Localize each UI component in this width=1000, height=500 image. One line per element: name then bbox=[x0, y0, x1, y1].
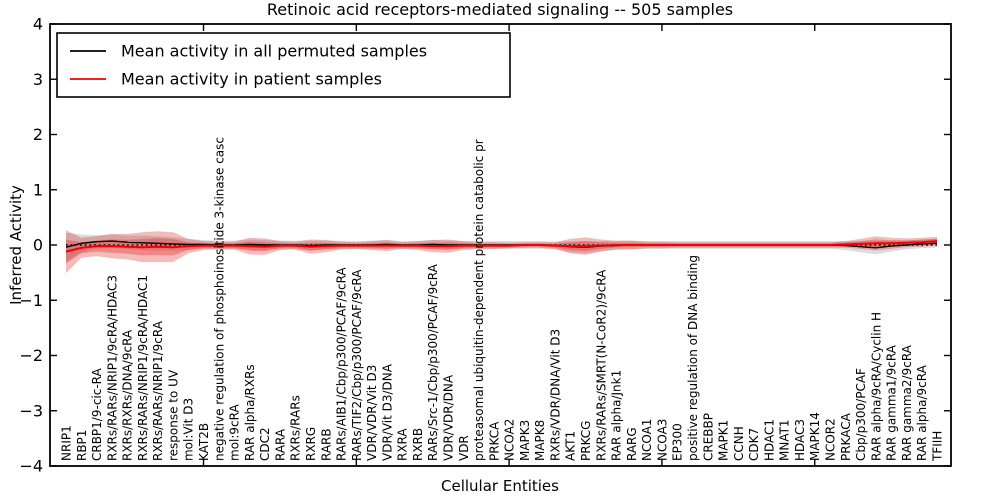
x-entity-label: positive regulation of DNA binding bbox=[686, 255, 700, 461]
permuted-std-band bbox=[66, 232, 937, 262]
x-entity-label: TFIIH bbox=[930, 431, 944, 462]
x-entity-label: RXRs/RARs bbox=[289, 395, 303, 461]
x-entity-label: RARG bbox=[625, 427, 639, 461]
patient-band-outer bbox=[66, 230, 937, 274]
x-entity-label: RARA bbox=[273, 428, 287, 461]
x-entity-label: negative regulation of phosphoinositide … bbox=[212, 137, 226, 461]
x-entity-label: RARB bbox=[319, 428, 333, 461]
x-entity-label: proteasomal ubiquitin-dependent protein … bbox=[472, 139, 486, 461]
y-tick-label: −2 bbox=[19, 346, 43, 365]
x-entity-label: RARs/TIF2/Cbp/p300/PCAF/9cRA bbox=[350, 269, 364, 461]
x-entity-label: PRKACA bbox=[839, 412, 853, 461]
x-entity-label: VDR/VDR/Vit D3 bbox=[365, 365, 379, 461]
x-entity-label: HDAC1 bbox=[762, 419, 776, 461]
x-entity-label: RXRs/RARs/NRIP1/9cRA/HDAC1 bbox=[136, 275, 150, 461]
x-entity-label: NCOR2 bbox=[824, 418, 838, 461]
x-entity-label: RXRs/RARs/NRIP1/9cRA bbox=[151, 320, 165, 461]
x-entity-label: NCOA1 bbox=[640, 419, 654, 461]
legend-box bbox=[56, 32, 511, 98]
x-entity-label: RXRG bbox=[304, 427, 318, 461]
y-tick-label: −4 bbox=[19, 457, 43, 476]
x-entity-label: CDC2 bbox=[258, 427, 272, 461]
chart-title: Retinoic acid receptors-mediated signali… bbox=[266, 0, 734, 19]
x-entity-label: RBP1 bbox=[75, 430, 89, 461]
x-entity-label: mol:Vit D3 bbox=[182, 398, 196, 461]
y-tick-label: 4 bbox=[33, 15, 43, 34]
x-entity-label: RXRs/RXRs/DNA/9cRA bbox=[121, 329, 135, 461]
y-tick-label: −1 bbox=[19, 291, 43, 310]
x-entity-label: CCNH bbox=[732, 426, 746, 461]
x-entity-label: RARs/AIB1/Cbp/p300/PCAF/9cRA bbox=[335, 267, 349, 461]
y-tick-label: 1 bbox=[33, 180, 43, 199]
x-entity-label: NRIP1 bbox=[60, 425, 74, 461]
y-tick-label: 0 bbox=[33, 236, 43, 255]
x-entity-label: VDR/Vit D3/DNA bbox=[380, 363, 394, 461]
x-entity-label: RAR alpha/Jnk1 bbox=[610, 370, 624, 461]
x-entity-label: PRKCA bbox=[487, 421, 501, 461]
x-entity-label: VDR/VDR/DNA bbox=[442, 374, 456, 461]
y-tick-label: 3 bbox=[33, 70, 43, 89]
x-entity-label: MAPK14 bbox=[808, 412, 822, 461]
x-entity-label: RAR alpha/9cRA/Cyclin H bbox=[869, 312, 883, 461]
x-entity-label: RARs/Src-1/Cbp/p300/PCAF/9cRA bbox=[426, 263, 440, 461]
legend-label: Mean activity in all permuted samples bbox=[121, 42, 427, 61]
x-entity-label: KAT2B bbox=[197, 423, 211, 461]
x-entity-label: AKT1 bbox=[564, 431, 578, 461]
x-entity-label: PRKCG bbox=[579, 421, 593, 461]
x-entity-label: VDR bbox=[457, 435, 471, 461]
x-entity-label: MNAT1 bbox=[778, 419, 792, 461]
x-entity-label: MAPK3 bbox=[518, 420, 532, 461]
x-entity-label: response to UV bbox=[166, 369, 180, 461]
x-entity-label: RXRB bbox=[411, 428, 425, 461]
x-axis-label: Cellular Entities bbox=[441, 477, 559, 495]
x-entity-label: Cbp/p300/PCAF bbox=[854, 368, 868, 461]
x-entity-label: RXRs/RARs/SMRT(N-CoR2)/9cRA bbox=[594, 269, 608, 461]
x-entity-label: EP300 bbox=[671, 423, 685, 461]
x-entity-label: RXRs/VDR/DNA/Vit D3 bbox=[548, 329, 562, 461]
patient-mean-line bbox=[65, 240, 938, 253]
x-entity-label: RAR alpha/RXRs bbox=[243, 364, 257, 461]
x-entity-label: NCOA3 bbox=[655, 419, 669, 461]
y-tick-label: −3 bbox=[19, 401, 43, 420]
legend-label: Mean activity in patient samples bbox=[121, 70, 382, 89]
x-entity-label: MAPK1 bbox=[717, 420, 731, 461]
x-entity-label: HDAC3 bbox=[793, 419, 807, 461]
y-tick-label: 2 bbox=[33, 125, 43, 144]
x-entity-label: RAR gamma1/9cRA bbox=[885, 344, 899, 461]
x-entity-label: RAR gamma2/9cRA bbox=[900, 344, 914, 461]
x-entity-label: mol:9cRA bbox=[228, 404, 242, 461]
x-entity-label: CRBP1/9-cic-RA bbox=[90, 367, 104, 461]
x-entity-label: CDK7 bbox=[747, 428, 761, 461]
x-entity-label: RAR alpha/9cRA bbox=[915, 364, 929, 461]
x-entity-label: RXRA bbox=[396, 428, 410, 461]
x-entity-label: MAPK8 bbox=[533, 420, 547, 461]
x-entity-label: NCOA2 bbox=[503, 419, 517, 461]
x-entity-label: RXRs/RARs/NRIP1/9cRA/HDAC3 bbox=[105, 275, 119, 461]
x-entity-label: CREBBP bbox=[701, 413, 715, 461]
